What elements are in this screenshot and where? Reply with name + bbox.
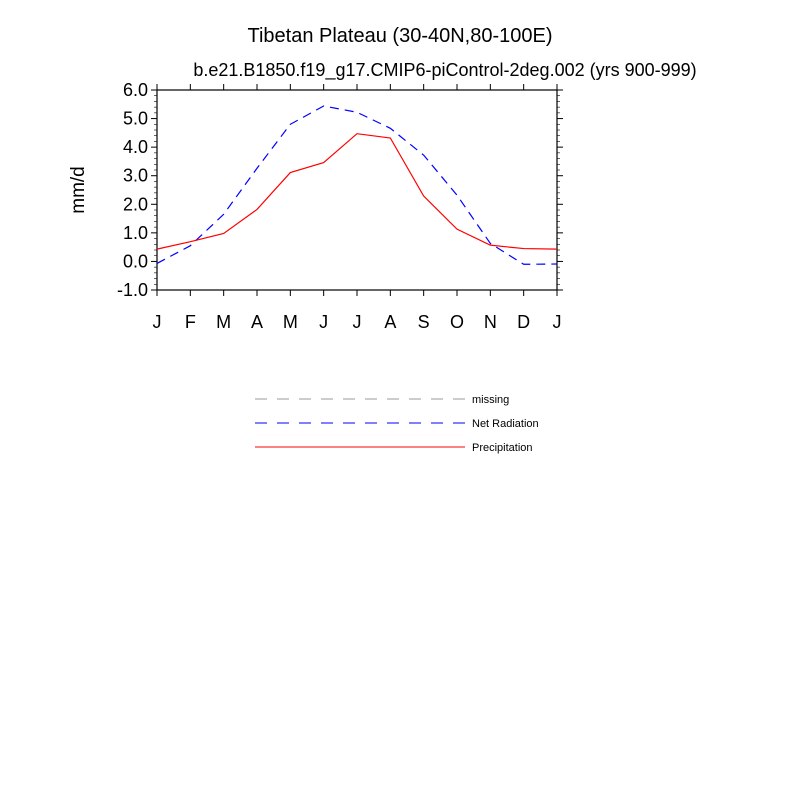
chart-title: Tibetan Plateau (30-40N,80-100E) (248, 25, 553, 47)
legend-label: missing (472, 394, 509, 406)
x-tick-label: J (553, 312, 562, 332)
series-line-precipitation (156, 133, 558, 250)
plot-frame (156, 89, 558, 291)
x-tick-label: J (153, 312, 162, 332)
chart-subtitle: b.e21.B1850.f19_g17.CMIP6-piControl-2deg… (193, 60, 696, 81)
legend-label: Precipitation (472, 442, 533, 454)
x-tick-label: A (251, 312, 263, 332)
x-tick-label: M (283, 312, 298, 332)
legend: missing Net Radiation Precipitation (255, 394, 539, 454)
x-tick-label: N (484, 312, 497, 332)
series-lines (156, 105, 558, 265)
y-tick-label: 6.0 (123, 80, 148, 100)
y-tick-label: 5.0 (123, 109, 148, 129)
x-tick-label: J (319, 312, 328, 332)
series-line-net-radiation (156, 105, 558, 265)
x-tick-label: F (185, 312, 196, 332)
x-tick-label: O (450, 312, 464, 332)
y-tick-label: -1.0 (117, 280, 148, 300)
x-tick-label: D (517, 312, 530, 332)
y-tick-label: 1.0 (123, 223, 148, 243)
axes: J F M A M J J A S O N D J-1.00.01.02.03.04.05.06.0 (117, 80, 563, 332)
x-tick-label: A (384, 312, 396, 332)
y-tick-label: 2.0 (123, 194, 148, 214)
y-tick-label: 4.0 (123, 137, 148, 157)
legend-label: Net Radiation (472, 418, 539, 430)
y-tick-label: 3.0 (123, 166, 148, 186)
x-tick-label: J (353, 312, 362, 332)
x-tick-label: S (418, 312, 430, 332)
x-tick-label: M (216, 312, 231, 332)
y-tick-label: 0.0 (123, 251, 148, 271)
y-axis-label: mm/d (68, 166, 89, 214)
